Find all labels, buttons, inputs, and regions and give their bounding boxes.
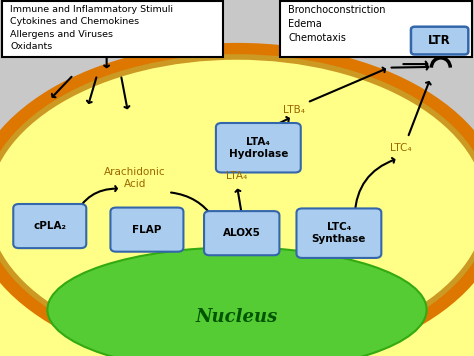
Text: Bronchoconstriction
Edema
Chemotaxis: Bronchoconstriction Edema Chemotaxis [288, 5, 386, 42]
Text: LTR: LTR [428, 34, 451, 47]
FancyBboxPatch shape [110, 208, 183, 252]
FancyBboxPatch shape [2, 1, 223, 57]
Text: ALOX5: ALOX5 [223, 228, 261, 238]
Ellipse shape [0, 50, 474, 356]
Text: LTC₄: LTC₄ [390, 143, 411, 153]
Text: Nucleus: Nucleus [196, 308, 278, 326]
FancyBboxPatch shape [296, 209, 381, 258]
Text: Arachidonic
Acid: Arachidonic Acid [104, 167, 166, 189]
Text: LTC₄
Synthase: LTC₄ Synthase [312, 222, 366, 244]
FancyBboxPatch shape [204, 211, 279, 255]
FancyBboxPatch shape [216, 123, 301, 173]
FancyBboxPatch shape [13, 204, 86, 248]
FancyBboxPatch shape [411, 27, 468, 54]
Text: cPLA₂: cPLA₂ [33, 221, 66, 231]
Bar [0, 206, 474, 356]
Text: LTA₄
Hydrolase: LTA₄ Hydrolase [228, 137, 288, 158]
Text: Immune and Inflammatory Stimuli
Cytokines and Chemokines
Allergens and Viruses
O: Immune and Inflammatory Stimuli Cytokine… [10, 5, 173, 51]
Text: LTB₄: LTB₄ [283, 105, 305, 115]
FancyBboxPatch shape [280, 1, 472, 57]
Ellipse shape [47, 247, 427, 356]
Text: LTA₄: LTA₄ [227, 171, 247, 181]
Text: FLAP: FLAP [132, 225, 162, 235]
